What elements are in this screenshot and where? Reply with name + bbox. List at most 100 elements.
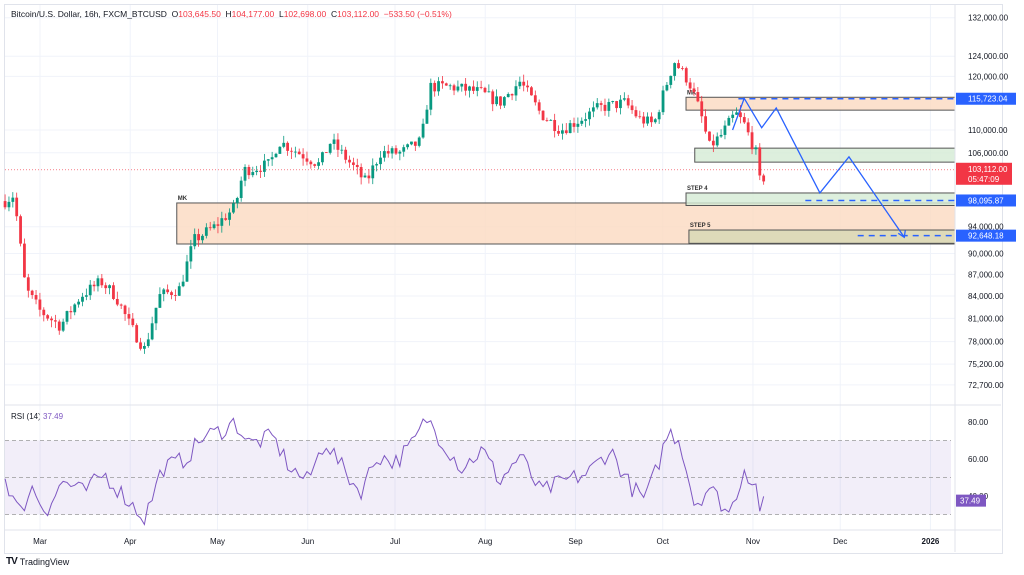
candle-body xyxy=(723,125,727,135)
candle-body xyxy=(7,201,11,208)
candle-body xyxy=(317,162,320,166)
candle-body xyxy=(100,278,104,286)
time-tick-label: Sep xyxy=(568,537,583,546)
candle-body xyxy=(719,134,723,137)
candle-body xyxy=(379,157,382,165)
candle-body xyxy=(553,119,557,132)
candle-body xyxy=(483,87,487,93)
candle-body xyxy=(177,286,181,296)
time-tick-label: Nov xyxy=(746,537,760,546)
symbol-name: Bitcoin/U.S. Dollar, 16h, FXCM_BTCUSD xyxy=(11,9,167,19)
change-value: −533.50 (−0.51%) xyxy=(383,9,452,19)
candle-body xyxy=(410,141,413,145)
time-tick-label: Jul xyxy=(390,537,400,546)
candle-body xyxy=(189,246,193,262)
candle-body xyxy=(437,81,440,92)
symbol-legend[interactable]: Bitcoin/U.S. Dollar, 16h, FXCM_BTCUSD O1… xyxy=(11,9,452,19)
rsi-legend[interactable]: RSI (14) 37.49 xyxy=(11,412,63,421)
level-3-badge: 92,648.18 xyxy=(968,232,1004,241)
candle-body xyxy=(216,224,220,226)
candle-body xyxy=(452,85,456,91)
candle-body xyxy=(518,81,522,87)
candle-body xyxy=(81,296,84,302)
candle-body xyxy=(611,101,615,103)
candle-body xyxy=(77,301,81,305)
candle-body xyxy=(533,95,537,103)
tradingview-logo[interactable]: TV TradingView xyxy=(6,556,69,567)
candle-body xyxy=(471,86,475,91)
candle-body xyxy=(11,197,15,202)
low-value: 102,698.00 xyxy=(283,9,327,19)
candle-body xyxy=(19,216,22,244)
low-label: L xyxy=(278,9,284,19)
candle-body xyxy=(595,103,599,108)
brand-name: TradingView xyxy=(19,556,70,567)
candle-body xyxy=(421,123,425,138)
candle-body xyxy=(731,114,735,118)
candle-body xyxy=(344,149,348,160)
candle-body xyxy=(599,103,603,105)
candle-body xyxy=(638,116,642,118)
chart-frame xyxy=(4,4,1003,554)
candle-body xyxy=(619,99,622,109)
rsi-tick-label: 80.00 xyxy=(968,418,989,427)
candle-body xyxy=(193,234,197,247)
time-tick-label: Apr xyxy=(124,537,137,546)
candle-body xyxy=(251,172,255,176)
candle-body xyxy=(673,63,677,76)
price-tick-label: 132,000.00 xyxy=(968,14,1009,23)
candle-body xyxy=(688,82,692,89)
candle-body xyxy=(491,91,495,105)
candle-body xyxy=(119,304,123,306)
candle-body xyxy=(158,294,162,308)
candle-body xyxy=(201,235,204,241)
candle-body xyxy=(42,309,46,316)
candle-body xyxy=(359,167,363,178)
candle-body xyxy=(626,98,630,106)
candle-body xyxy=(661,90,665,113)
price-tick-label: 81,000.00 xyxy=(968,314,1004,323)
price-tick-label: 120,000.00 xyxy=(968,72,1009,81)
candle-body xyxy=(584,119,588,121)
candle-body xyxy=(352,162,355,165)
price-tick-label: 78,000.00 xyxy=(968,338,1004,347)
candle-body xyxy=(92,284,96,287)
candle-body xyxy=(232,203,235,213)
candle-body xyxy=(684,68,688,83)
candle-body xyxy=(208,227,212,229)
candle-body xyxy=(603,104,607,111)
candle-body xyxy=(680,68,684,69)
candle-body xyxy=(669,75,673,85)
candle-body xyxy=(305,158,309,162)
candle-body xyxy=(615,101,618,109)
candle-body xyxy=(127,314,131,319)
price-tick-label: 110,000.00 xyxy=(968,126,1008,135)
step4-label: STEP 4 xyxy=(687,186,708,192)
candle-body xyxy=(69,311,73,313)
candle-body xyxy=(259,170,262,172)
time-tick-label: 2026 xyxy=(922,537,940,546)
level-2-badge-bg xyxy=(956,194,1016,207)
candle-body xyxy=(131,318,135,326)
candle-body xyxy=(479,87,483,88)
open-value: 103,645.50 xyxy=(178,9,221,19)
candle-body xyxy=(530,87,533,96)
price-tick-label: 94,000.00 xyxy=(968,223,1004,232)
candle-body xyxy=(653,119,657,123)
candle-body xyxy=(394,148,398,154)
candle-body xyxy=(104,285,108,289)
candle-body xyxy=(541,110,545,121)
candle-body xyxy=(413,141,417,146)
candle-body xyxy=(220,218,224,226)
arrow-head-icon xyxy=(897,230,906,239)
candle-body xyxy=(185,261,189,282)
candle-body xyxy=(290,150,293,152)
high-label: H xyxy=(225,9,232,19)
candle-body xyxy=(580,120,584,124)
candle-body xyxy=(564,130,568,134)
candle-body xyxy=(53,320,57,322)
candle-body xyxy=(708,131,711,141)
candle-body xyxy=(112,285,115,299)
candle-body xyxy=(348,159,351,163)
